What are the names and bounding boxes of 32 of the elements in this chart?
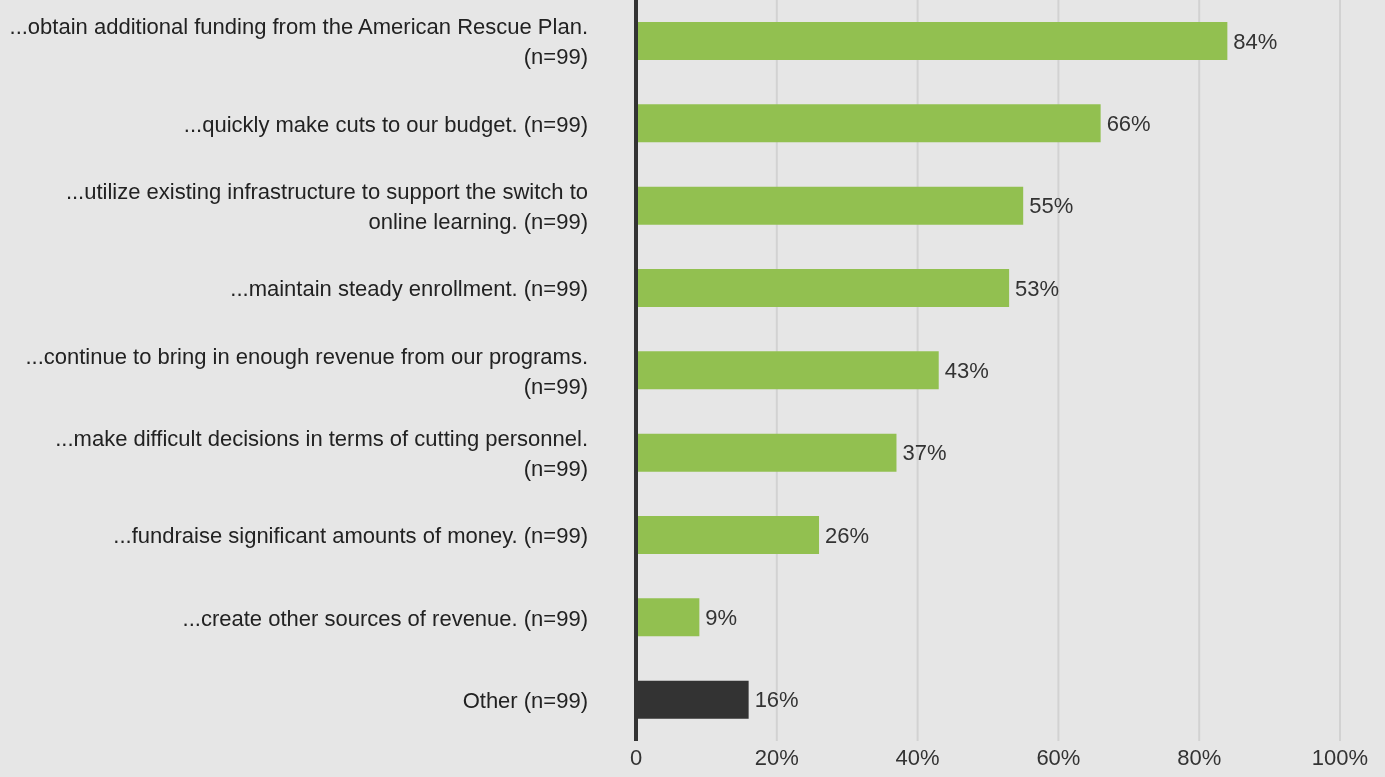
y-tick-label: ...maintain steady enrollment. (n=99) — [230, 275, 588, 301]
data-label: 66% — [1106, 110, 1151, 136]
x-tick-label: 100% — [1311, 744, 1369, 770]
y-tick-label: ...utilize existing infrastructure to support the switch to online learning. (n=99) — [65, 178, 588, 234]
bar — [636, 433, 897, 472]
y-tick-label: ...obtain additional funding from the American Rescue Plan. (n=99) — [9, 13, 588, 69]
bar — [636, 186, 1024, 225]
x-tick-label: 40% — [895, 744, 940, 770]
data-label: 43% — [944, 357, 989, 383]
x-tick-label: 60% — [1036, 744, 1081, 770]
data-label: 53% — [1015, 275, 1060, 301]
bar — [636, 269, 1010, 307]
x-tick-label: 20% — [754, 744, 799, 770]
data-label: 9% — [705, 604, 738, 630]
data-label: 55% — [1029, 193, 1074, 219]
data-label: 26% — [825, 522, 870, 548]
bar — [636, 351, 939, 390]
data-label: 37% — [902, 440, 947, 466]
y-tick-label: ...fundraise significant amounts of money. (n=99) — [113, 522, 588, 548]
y-tick-label: ...make difficult decisions in terms of cutting personnel. (n=99) — [55, 425, 588, 481]
bar — [636, 22, 1228, 60]
bar — [636, 104, 1101, 143]
bar — [636, 598, 700, 637]
y-tick-label: ...quickly make cuts to our budget. (n=99) — [183, 111, 588, 136]
y-tick-label: ...create other sources of revenue. (n=99) — [182, 605, 588, 630]
y-tick-label: Other (n=99) — [462, 687, 588, 713]
data-label: 16% — [754, 687, 799, 713]
data-label: 84% — [1233, 28, 1278, 54]
x-tick-label: 0 — [629, 744, 643, 770]
y-tick-label: ...continue to bring in enough revenue from our programs. (n=99) — [25, 343, 588, 398]
x-tick-label: 80% — [1177, 744, 1222, 770]
bar — [636, 516, 820, 554]
